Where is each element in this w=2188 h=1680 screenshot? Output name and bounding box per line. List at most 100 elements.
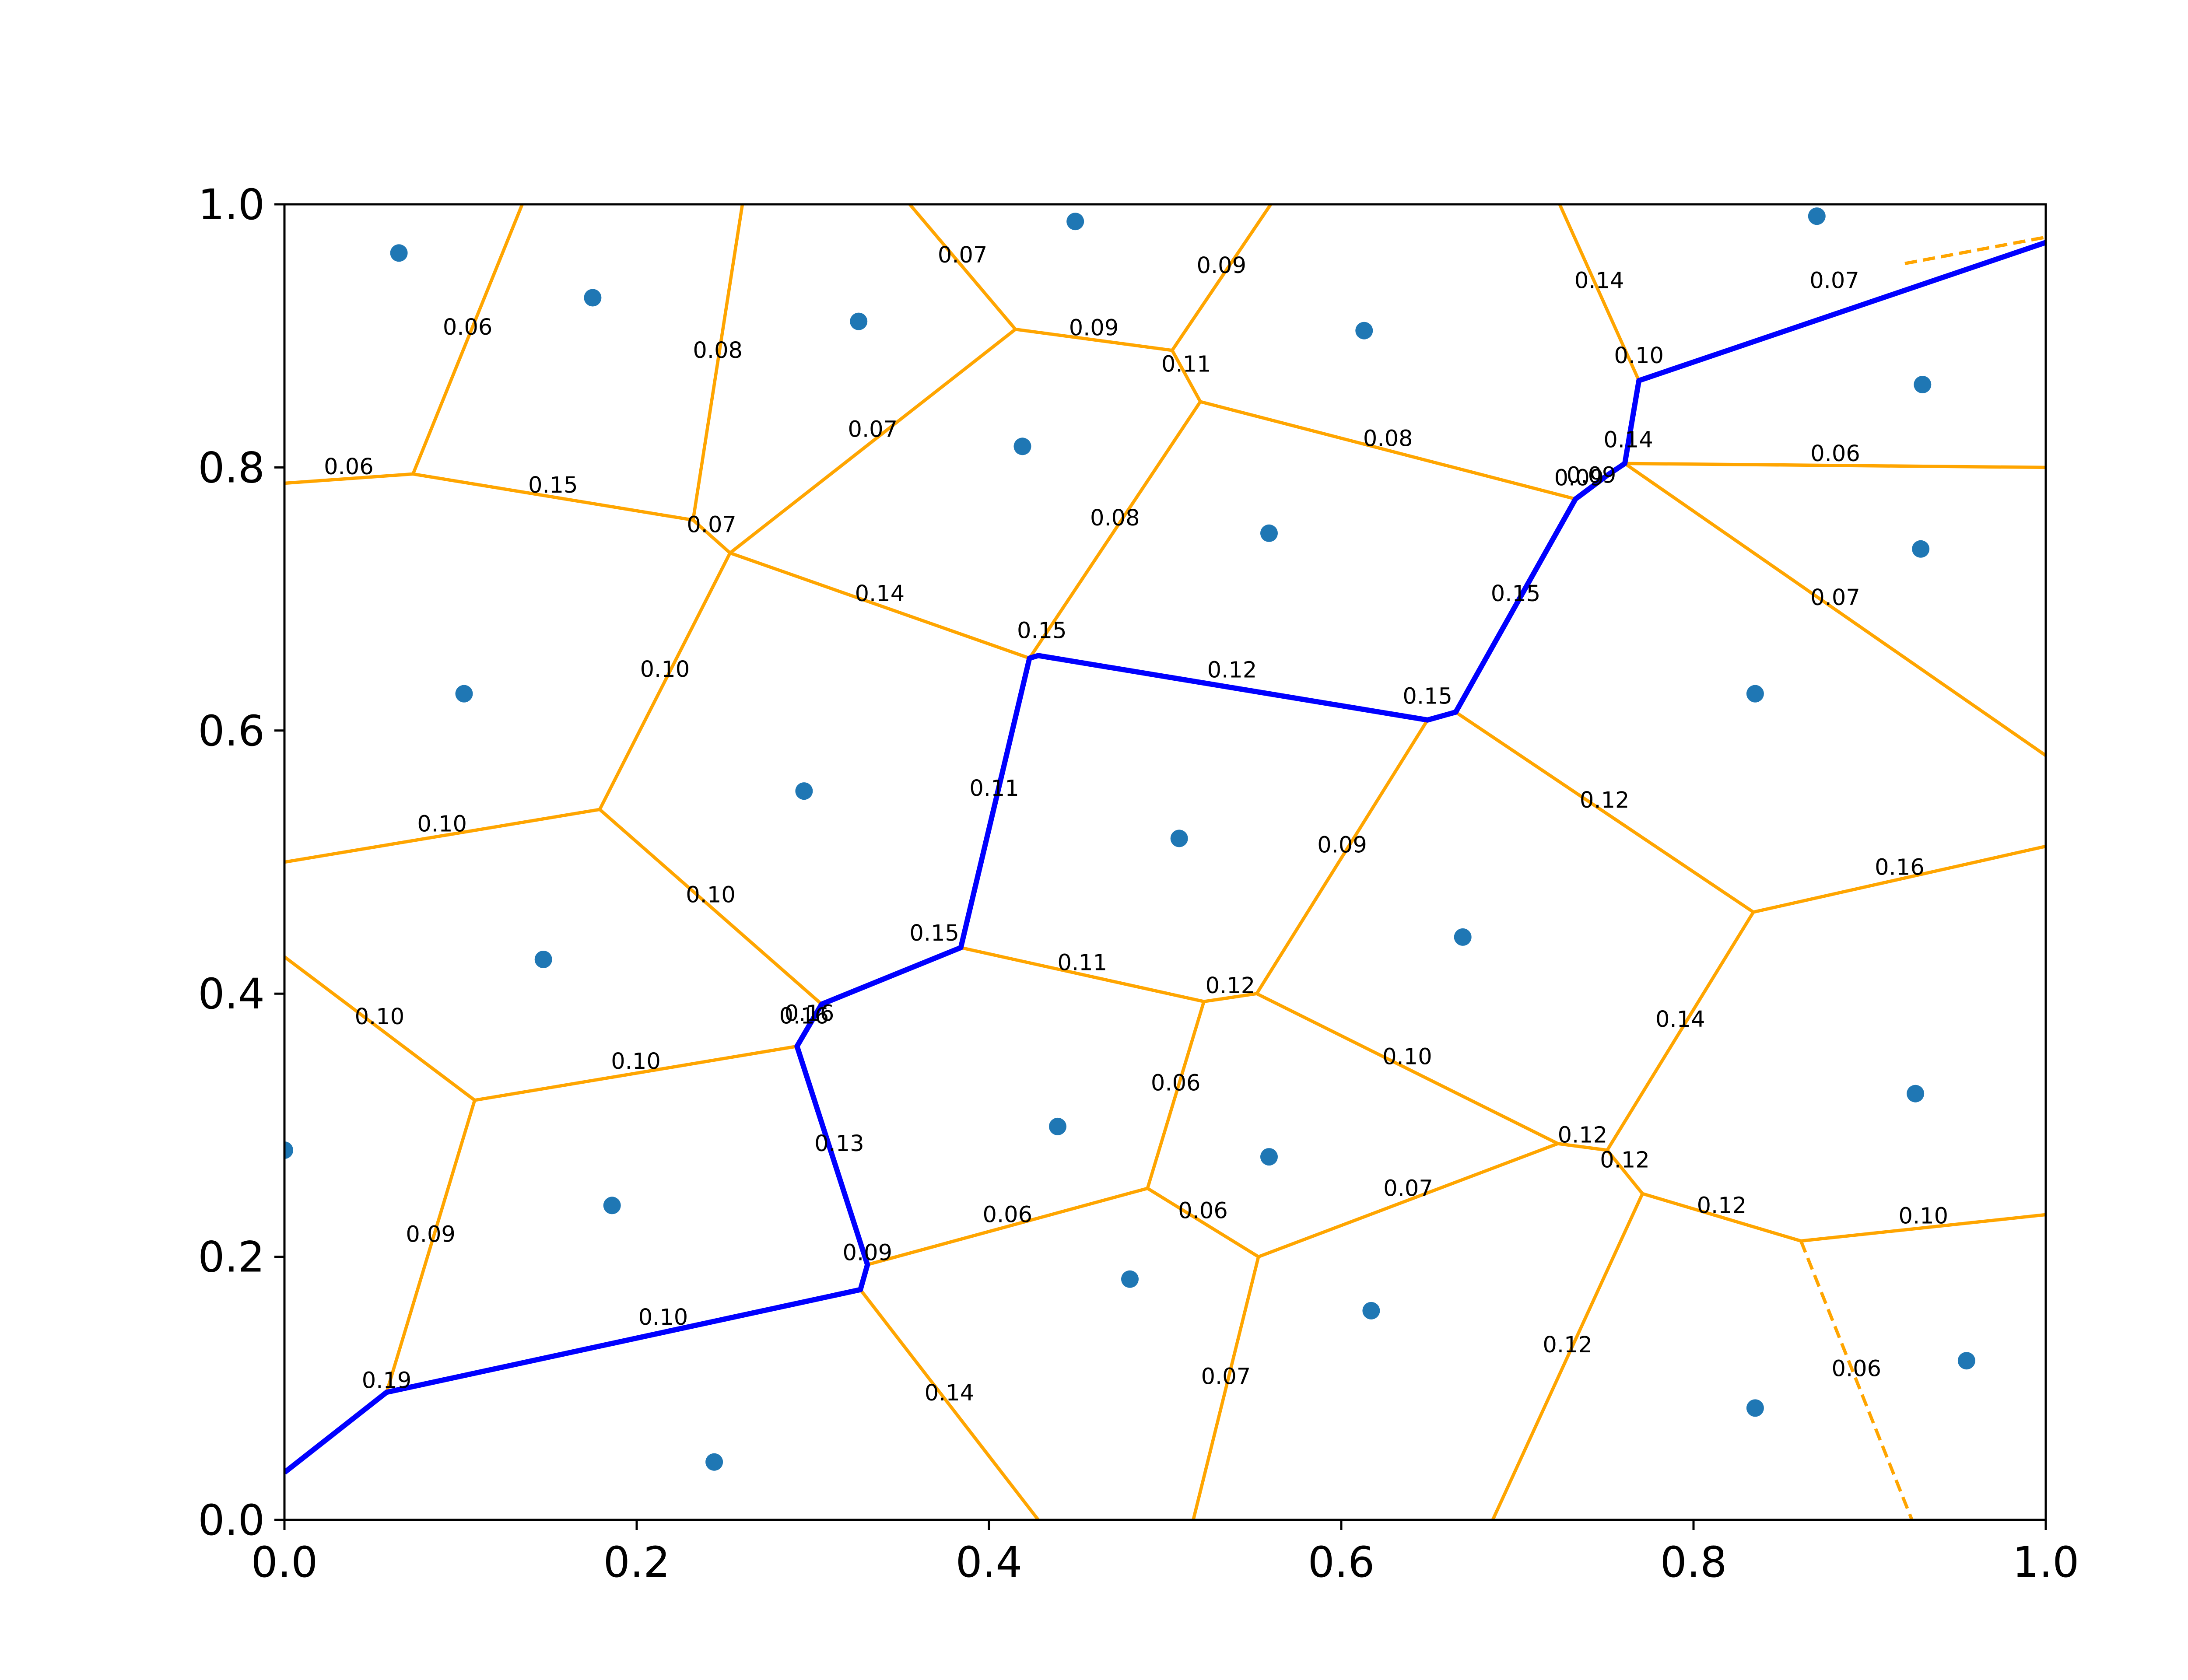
voronoi-edge [385, 1099, 477, 1393]
voronoi-edge [1624, 462, 2046, 469]
data-point [1260, 524, 1278, 542]
voronoi-edge [729, 551, 1030, 660]
voronoi-edge [1200, 400, 1576, 501]
edge-weight-label: 0.08 [1363, 426, 1413, 452]
x-tick-label: 0.0 [251, 1538, 318, 1587]
path-weight-label: 0.10 [1614, 343, 1664, 369]
voronoi-edge [1171, 204, 1273, 351]
edge-weight-label: 0.10 [1382, 1044, 1432, 1070]
path-weight-label: 0.13 [814, 1131, 864, 1157]
data-point [1362, 1302, 1380, 1320]
path-weight-label: 0.19 [362, 1368, 412, 1393]
voronoi-edge [1255, 719, 1429, 995]
voronoi-edge [411, 204, 524, 475]
data-point [284, 1141, 293, 1159]
edge-weight-label: 0.15 [528, 472, 578, 498]
data-point [1013, 438, 1031, 455]
y-tick-label: 0.2 [198, 1233, 265, 1282]
path-weight-label: 0.07 [1809, 268, 1859, 294]
data-point [534, 951, 552, 968]
edge-weight-label: 0.12 [1580, 788, 1630, 813]
data-point [795, 782, 813, 800]
data-point [1907, 1085, 1925, 1102]
path-weight-label: 0.10 [638, 1305, 688, 1330]
edge-weight-label: 0.12 [1543, 1332, 1592, 1358]
voronoi-edge [1753, 844, 2046, 914]
edge-weight-label: 0.07 [1383, 1176, 1433, 1201]
edge-weight-label: 0.14 [1574, 268, 1624, 294]
edge-weight-label: 0.10 [355, 1004, 405, 1030]
path-weight-label: 0.16 [779, 1003, 829, 1029]
axes: 0.0 0.2 0.4 0.6 0.8 1.0 0.0 0.2 0.4 0.6 0.8 1.0 [198, 180, 2079, 1587]
voronoi-edge [598, 552, 732, 810]
edge-weight-label: 0.12 [1600, 1148, 1650, 1173]
axes-frame [283, 203, 2047, 1521]
path-weight-label: 0.14 [1603, 427, 1653, 453]
data-point [1066, 213, 1084, 231]
voronoi-edge [1171, 349, 1202, 402]
voronoi-edge [691, 204, 744, 521]
y-tick-label: 0.6 [198, 707, 265, 756]
path-weight-label: 0.15 [1017, 618, 1067, 644]
voronoi-edge-dashed [1799, 1240, 1914, 1520]
voronoi-edge [1557, 1142, 1608, 1152]
data-point [1049, 1117, 1066, 1135]
path-weight-label: 0.15 [1491, 581, 1541, 607]
path-weight-label: 0.09 [843, 1240, 893, 1266]
path-weight-label: 0.09 [1554, 466, 1604, 491]
path-weight-label: 0.11 [969, 776, 1019, 802]
voronoi-edge [729, 328, 1017, 554]
edge-weight-label: 0.07 [1201, 1364, 1251, 1390]
voronoi-edge [1455, 710, 1754, 914]
data-point [1355, 322, 1373, 340]
data-point [1746, 685, 1764, 703]
edge-weight-label: 0.09 [1197, 253, 1247, 279]
voronoi-edge [1801, 1213, 2046, 1243]
y-tick-label: 0.8 [198, 443, 265, 492]
voronoi-edge [1623, 462, 2046, 757]
voronoi-edge [1203, 992, 1257, 1003]
data-point [1170, 830, 1188, 847]
y-tick-label: 0.4 [198, 970, 265, 1018]
data-point [850, 312, 868, 330]
voronoi-edge [1606, 911, 1755, 1151]
voronoi-edge [1558, 204, 1641, 382]
voronoi-edge [867, 1186, 1148, 1267]
voronoi-edge [960, 946, 1204, 1003]
edge-weight-label: 0.14 [925, 1380, 975, 1406]
data-point [1914, 376, 1932, 393]
x-tick-label: 0.2 [603, 1538, 670, 1587]
voronoi-edge [859, 1288, 1040, 1520]
edge-weight-label: 0.14 [1655, 1007, 1705, 1032]
data-point [1260, 1148, 1278, 1166]
voronoi-edge [284, 956, 476, 1102]
edge-weight-label: 0.16 [1875, 855, 1925, 881]
voronoi-edge-dashed [1904, 235, 2046, 265]
plot-area: 0.060.080.070.090.090.070.110.080.080.06… [284, 204, 2046, 1520]
edge-weight-label: 0.06 [1178, 1198, 1228, 1224]
voronoi-edge [284, 808, 600, 864]
edge-weight-label: 0.10 [1899, 1203, 1949, 1229]
x-tick-label: 0.8 [1660, 1538, 1727, 1587]
edge-weight-label: 0.09 [406, 1222, 456, 1248]
data-point [1912, 540, 1930, 558]
y-tick-label: 0.0 [198, 1496, 265, 1545]
edge-weight-label: 0.11 [1058, 950, 1108, 976]
edge-weight-label: 0.10 [417, 811, 467, 837]
data-point [1454, 928, 1472, 946]
data-point [705, 1453, 723, 1471]
edge-weight-label: 0.11 [1161, 351, 1211, 377]
voronoi-edge [1015, 327, 1173, 352]
data-point [584, 289, 602, 307]
data-point [1121, 1270, 1139, 1288]
voronoi-edge [1256, 992, 1559, 1145]
edge-weight-label: 0.07 [938, 242, 988, 268]
path-weight-label: 0.15 [1403, 684, 1452, 710]
x-tick-label: 1.0 [2013, 1538, 2079, 1587]
edge-weight-label: 0.10 [686, 882, 736, 908]
voronoi-edge [1642, 1192, 1802, 1243]
voronoi-edge [284, 472, 414, 485]
edge-weight-label: 0.12 [1697, 1193, 1747, 1218]
